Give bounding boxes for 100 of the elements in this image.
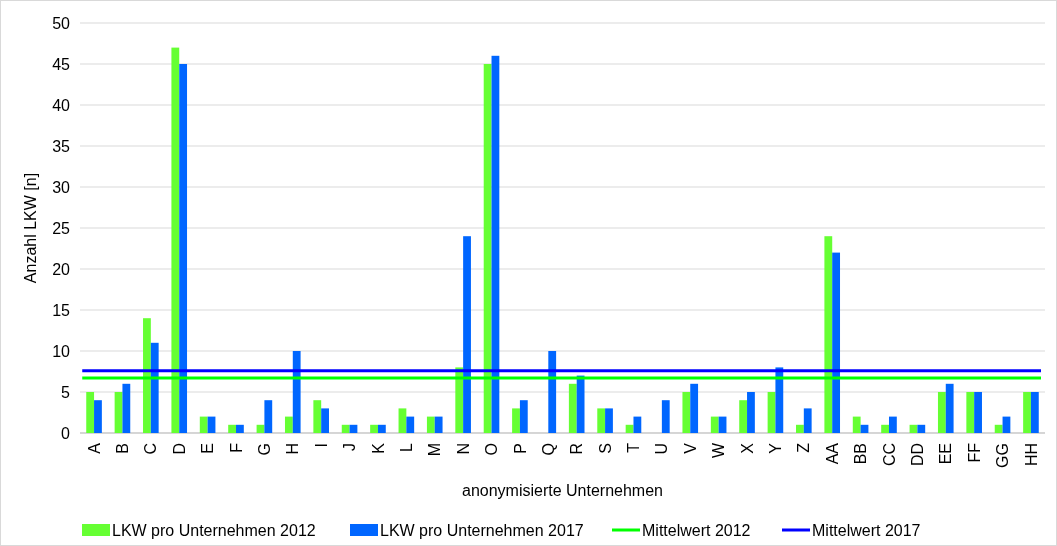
bar [150,342,159,433]
bar [881,424,889,433]
bar [264,400,273,433]
bar [832,252,841,433]
bar [199,416,208,433]
x-tick-label: AA [823,442,841,465]
y-tick-label: 5 [61,383,71,401]
x-tick-label: V [681,442,699,454]
y-axis-title: Anzahl LKW [n] [22,172,39,284]
bar [86,392,95,433]
bar [370,424,378,433]
y-tick-label: 10 [52,342,71,360]
x-tick-label: X [738,442,756,454]
bar [179,64,188,433]
x-tick-label: E [199,443,217,454]
bar [341,424,350,433]
x-tick-label: T [625,442,643,453]
y-tick-label: 20 [52,260,71,278]
bar [483,64,492,433]
x-tick-label: P [511,443,529,454]
bar [633,416,642,433]
x-tick-label: O [483,443,501,456]
bar [1030,392,1039,433]
x-tick-label: G [256,443,273,456]
bar [994,424,1003,433]
bar [228,424,237,433]
x-tick-label: BB [852,443,870,465]
bar [937,392,946,433]
y-tick-label: 45 [52,55,71,73]
y-tick-label: 40 [52,96,71,114]
bar [739,400,748,433]
legend-label: Mittelwert 2017 [812,521,921,539]
x-tick-label: U [653,443,671,455]
bar [94,400,102,433]
bar [321,408,329,433]
bar [945,383,954,433]
x-tick-label: B [114,443,132,454]
bar [917,424,926,433]
x-tick-label: Z [795,442,813,453]
bar [406,416,415,433]
x-tick-label: Y [767,442,785,454]
x-tick-label: F [227,442,245,453]
bar [767,392,776,433]
bar [171,47,180,433]
x-tick-label: I [312,443,330,448]
bar [775,367,784,433]
bar [455,367,464,433]
x-tick-label: DD [908,443,926,467]
bar [284,416,293,433]
x-tick-label: M [426,443,444,457]
bar [313,400,322,433]
bar [1023,392,1031,433]
y-tick-label: 15 [52,301,71,319]
bar [434,416,443,433]
bar [292,351,301,433]
legend-label: Mittelwert 2012 [642,521,751,539]
x-tick-label: Q [539,443,557,456]
bar [568,383,577,433]
bar [519,400,528,433]
x-tick-label: S [596,443,614,454]
bar [710,416,719,433]
bar [682,392,691,433]
legend-label: LKW pro Unternehmen 2017 [380,521,584,539]
x-tick-label: A [85,442,103,454]
x-axis-title: anonymisierte Unternehmen [462,482,663,499]
bar [966,392,975,433]
bar [143,318,151,433]
bar [824,236,833,433]
x-tick-label: D [170,443,188,455]
x-tick-label: GG [994,443,1012,468]
legend-label: LKW pro Unternehmen 2012 [112,521,316,539]
bar [426,416,435,433]
bar [576,375,585,433]
bar [796,424,804,433]
bar [974,392,982,433]
x-tick-label: K [369,442,387,454]
y-tick-label: 0 [61,424,71,442]
bar [236,424,244,433]
bar [114,392,123,433]
x-tick-label: R [568,443,586,455]
bar [122,383,131,433]
y-tick-label: 25 [52,219,71,237]
y-tick-label: 30 [52,178,71,196]
x-tick-label: HH [1022,443,1040,467]
bar [803,408,812,433]
bar [605,408,613,433]
bar [597,408,606,433]
x-tick-label: FF [965,442,983,463]
x-tick-label: CC [880,443,898,467]
y-tick-label: 50 [52,14,71,32]
x-tick-label: C [142,443,160,455]
x-tick-label: EE [937,443,955,465]
x-tick-label: N [454,443,472,455]
x-tick-label: H [284,443,302,455]
bar [661,400,670,433]
bar [888,416,897,433]
bar [690,383,699,433]
bar [747,392,755,433]
bar [548,351,557,433]
bar [377,424,386,433]
